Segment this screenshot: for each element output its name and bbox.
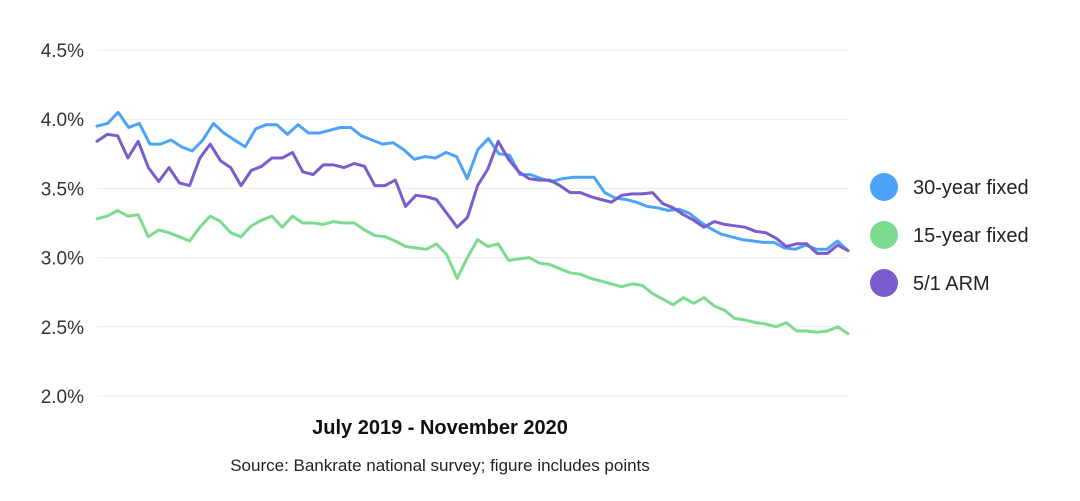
series-line-1 (97, 112, 848, 250)
legend-swatch (870, 221, 898, 249)
legend: 30-year fixed 15-year fixed 5/1 ARM (870, 173, 1029, 297)
x-axis-title: July 2019 - November 2020 (312, 417, 568, 439)
legend-item: 5/1 ARM (870, 269, 990, 297)
legend-swatch (870, 269, 898, 297)
y-tick-label: 4.5% (41, 41, 84, 62)
y-tick-label: 2.0% (41, 387, 84, 408)
legend-label: 30-year fixed (913, 177, 1029, 199)
legend-swatch (870, 173, 898, 201)
series-line-3 (97, 134, 848, 253)
y-tick-label: 2.5% (41, 318, 84, 339)
legend-item: 30-year fixed (870, 173, 1029, 201)
source-note: Source: Bankrate national survey; figure… (230, 456, 650, 475)
y-axis-ticks: 4.5% 4.0% 3.5% 3.0% 2.5% 2.0% (41, 41, 84, 408)
series-line-2 (97, 211, 848, 334)
legend-label: 5/1 ARM (913, 273, 990, 295)
series-lines (97, 112, 848, 333)
line-chart: 4.5% 4.0% 3.5% 3.0% 2.5% 2.0% 30-year fixed 15… (0, 0, 1080, 501)
gridlines (97, 50, 848, 396)
y-tick-label: 3.5% (41, 179, 84, 200)
y-tick-label: 3.0% (41, 249, 84, 270)
legend-label: 15-year fixed (913, 225, 1029, 247)
y-tick-label: 4.0% (41, 110, 84, 131)
legend-item: 15-year fixed (870, 221, 1029, 249)
